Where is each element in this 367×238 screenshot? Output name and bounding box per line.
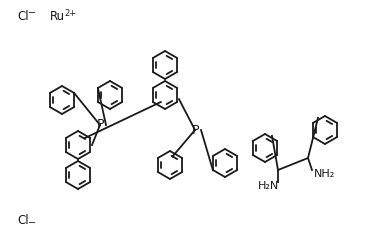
Text: H₂N: H₂N: [258, 181, 279, 191]
Text: Cl: Cl: [17, 213, 29, 227]
Text: P: P: [97, 119, 105, 132]
Text: NH₂: NH₂: [314, 169, 335, 179]
Text: −: −: [28, 8, 36, 18]
Text: −: −: [28, 218, 36, 228]
Text: P: P: [192, 124, 200, 137]
Text: 2+: 2+: [64, 9, 76, 18]
Text: Cl: Cl: [17, 10, 29, 23]
Text: Ru: Ru: [50, 10, 65, 23]
